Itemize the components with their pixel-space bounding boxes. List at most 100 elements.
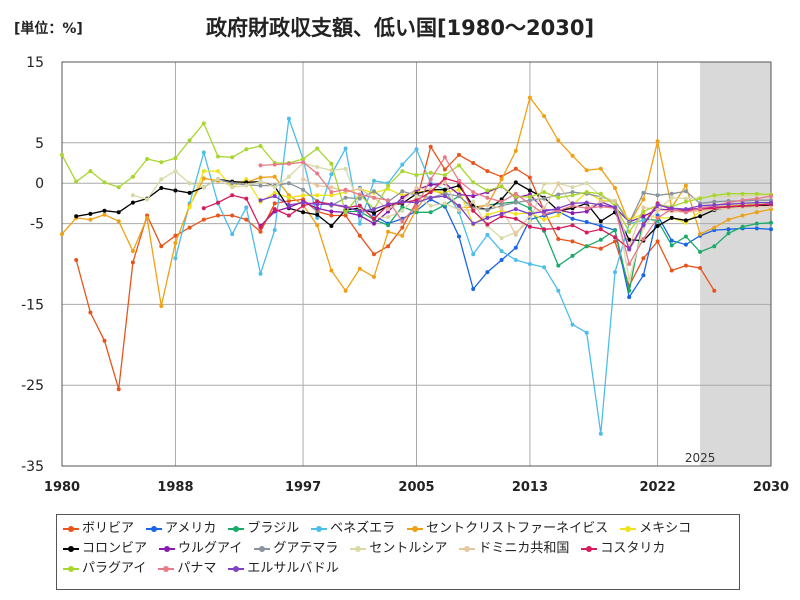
data-point — [414, 207, 419, 212]
data-point — [740, 198, 745, 203]
data-point — [570, 190, 575, 195]
data-point — [414, 173, 419, 178]
data-point — [726, 231, 731, 236]
data-point — [726, 191, 731, 196]
legend-label: ブラジル — [247, 521, 300, 536]
data-point — [386, 244, 391, 249]
data-point — [598, 224, 603, 228]
data-point — [187, 225, 192, 230]
data-point — [570, 322, 575, 327]
data-point — [301, 157, 306, 161]
data-point — [584, 181, 589, 186]
data-point — [627, 220, 632, 225]
data-point — [542, 190, 547, 195]
data-point — [286, 116, 291, 121]
legend-label: コスタリカ — [600, 541, 666, 556]
data-point — [201, 176, 206, 181]
data-point — [584, 190, 589, 195]
data-point — [159, 244, 164, 249]
data-point — [272, 194, 277, 199]
data-point — [655, 224, 660, 228]
data-point — [598, 431, 603, 436]
data-point — [499, 199, 504, 204]
series-line — [359, 187, 772, 299]
legend-marker — [63, 564, 79, 574]
data-point — [485, 203, 490, 207]
data-point — [116, 185, 121, 190]
data-point — [201, 217, 206, 222]
data-point — [145, 197, 150, 202]
data-point — [258, 144, 263, 148]
data-point — [428, 203, 433, 208]
legend-marker — [254, 544, 271, 554]
data-point — [683, 218, 688, 223]
data-point — [683, 183, 688, 188]
data-point — [683, 263, 688, 268]
data-point — [343, 195, 348, 200]
data-point — [527, 194, 532, 199]
data-point — [442, 167, 447, 172]
data-point — [60, 152, 64, 157]
data-point — [258, 271, 263, 276]
legend-item: パナマ — [158, 559, 216, 579]
legend-marker — [228, 564, 245, 574]
data-point — [130, 193, 135, 198]
data-point — [372, 195, 376, 200]
data-point — [357, 233, 362, 238]
y-tick-label: -5 — [30, 217, 44, 233]
data-point — [216, 169, 220, 174]
data-point — [584, 230, 589, 235]
data-point — [740, 224, 745, 229]
data-point — [258, 179, 263, 184]
legend-label: アメリカ — [165, 521, 217, 536]
data-point — [740, 201, 745, 206]
data-point — [386, 202, 391, 207]
data-point — [130, 200, 135, 205]
data-point — [740, 213, 745, 218]
data-point — [598, 203, 603, 207]
data-point — [485, 195, 490, 200]
data-point — [598, 227, 603, 232]
data-point — [187, 205, 192, 210]
data-point — [244, 205, 249, 210]
legend-label: エルサルバドル — [247, 561, 339, 576]
data-point — [527, 224, 532, 229]
y-tick-label: 15 — [26, 55, 44, 71]
data-point — [286, 199, 291, 203]
data-point — [329, 202, 334, 207]
legend-label: パナマ — [177, 561, 217, 576]
legend-marker — [620, 524, 637, 534]
data-point — [627, 247, 632, 252]
data-point — [102, 212, 107, 217]
data-point — [485, 212, 490, 217]
data-point — [414, 203, 419, 208]
data-point — [400, 204, 405, 209]
data-point — [428, 144, 433, 149]
data-point — [669, 215, 674, 220]
data-point — [641, 197, 646, 202]
data-point — [712, 193, 717, 198]
data-point — [357, 209, 362, 214]
data-point — [60, 232, 64, 237]
data-point — [400, 208, 405, 213]
data-point — [584, 200, 589, 205]
data-point — [286, 181, 291, 186]
legend-label: コロンビア — [82, 541, 148, 556]
data-point — [641, 223, 646, 228]
data-point — [556, 206, 561, 211]
legend-label: ボリビア — [82, 521, 135, 536]
data-point — [485, 215, 490, 220]
data-point — [570, 253, 575, 258]
data-point — [315, 171, 320, 176]
data-point — [669, 191, 674, 196]
data-point — [641, 214, 646, 219]
data-point — [442, 155, 447, 160]
data-point — [513, 232, 518, 237]
data-point — [74, 258, 79, 262]
legend-label: メキシコ — [639, 521, 692, 536]
data-point — [613, 199, 617, 203]
data-point — [343, 288, 348, 293]
y-tick-label: 0 — [35, 176, 44, 192]
legend-label: セントクリストファーネイビス — [426, 521, 609, 536]
data-point — [357, 196, 362, 201]
